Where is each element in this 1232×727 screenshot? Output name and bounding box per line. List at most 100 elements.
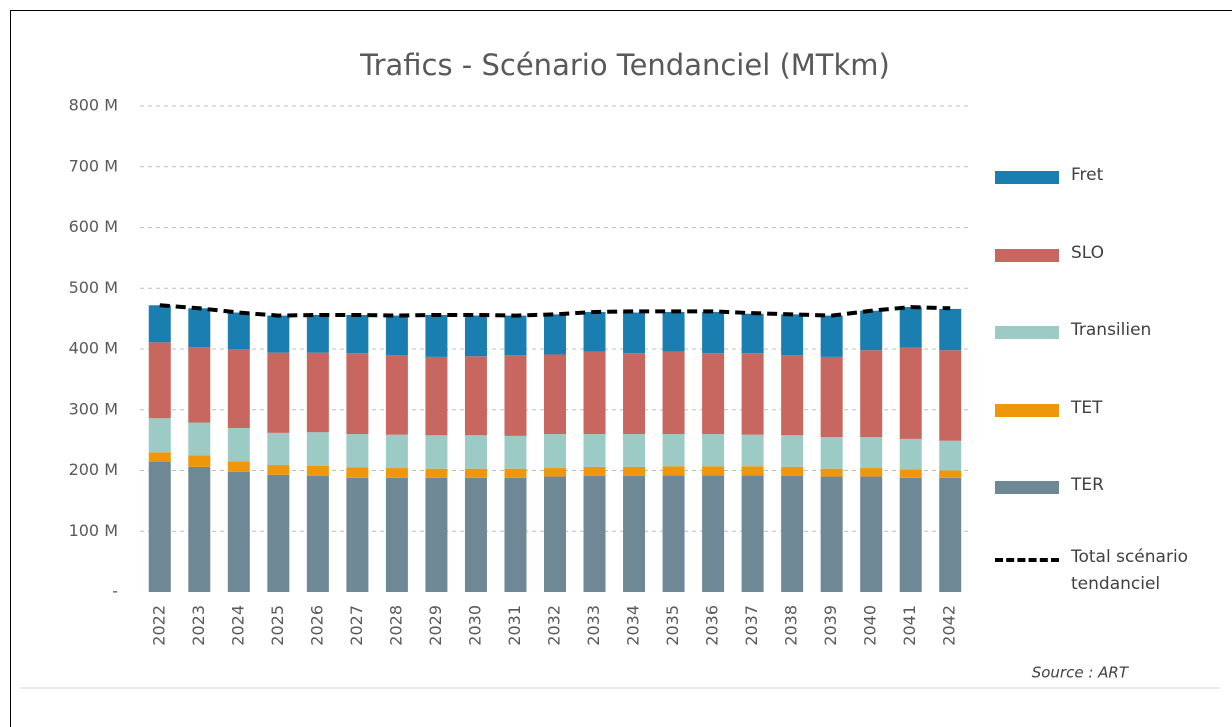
bar-segment (148, 461, 171, 592)
x-tick-label: 2035 (663, 605, 682, 646)
bar-segment (267, 474, 290, 592)
legend-item: TER (995, 475, 1104, 499)
bar-segment (781, 435, 804, 467)
bar-segment (820, 468, 843, 477)
bar-segment (544, 434, 566, 469)
x-tick-label: 2033 (584, 605, 603, 646)
bar-segment (188, 308, 211, 348)
x-tick-label: 2042 (940, 605, 959, 646)
bar-segment (188, 422, 211, 456)
x-tick-label: 2036 (703, 605, 722, 646)
bar-segment (267, 352, 290, 433)
bar-segment (227, 461, 250, 472)
bar-segment (227, 471, 250, 592)
bar-segment (544, 314, 566, 355)
chart-title: Trafics - Scénario Tendanciel (MTkm) (359, 48, 890, 82)
bar-segment (148, 452, 171, 462)
bar-segment (306, 314, 329, 353)
x-tick-label: 2038 (782, 605, 801, 646)
x-tick-label: 2027 (347, 605, 366, 646)
bar-segment (385, 315, 408, 356)
y-tick-label: 800 M (69, 96, 118, 115)
x-tick-label: 2026 (307, 605, 326, 646)
y-tick-label: 700 M (69, 156, 118, 175)
bar-segment (939, 470, 962, 478)
bar-segment (148, 305, 171, 343)
bar-segment (623, 475, 646, 592)
y-tick-label: 300 M (69, 399, 118, 418)
x-tick-label: 2025 (268, 605, 287, 646)
bar-segment (623, 312, 646, 354)
legend-swatch (995, 326, 1059, 339)
bar-segment (425, 477, 448, 592)
bar-segment (267, 432, 290, 466)
legend-label: TER (1071, 475, 1104, 495)
bar-segment (267, 465, 290, 475)
bar-segment (662, 434, 685, 467)
bar-segment (544, 476, 566, 592)
x-tick-label: 2032 (545, 605, 564, 646)
bar-segment (346, 353, 369, 435)
bar-segment (188, 347, 211, 423)
x-tick-label: 2028 (386, 605, 405, 646)
bar-segment (781, 466, 804, 476)
y-tick-label: 200 M (69, 460, 118, 479)
bar-segment (504, 315, 527, 356)
bar-segment (662, 311, 685, 352)
bar-segment (148, 342, 171, 419)
x-tick-label: 2024 (228, 605, 247, 646)
bar-segment (306, 475, 329, 592)
x-tick-label: 2037 (742, 605, 761, 646)
bar-segment (623, 353, 646, 435)
bar-segment (464, 315, 487, 357)
bar-segment (860, 350, 883, 438)
legend-item: SLO (995, 243, 1104, 267)
bar-segment (583, 351, 606, 435)
legend-label: Total scénario tendanciel (1071, 547, 1189, 594)
bar-segment (583, 466, 606, 476)
x-tick-label: 2041 (900, 605, 919, 646)
bar-segment (385, 477, 408, 592)
bar-segment (662, 475, 685, 592)
bar-segment (820, 356, 843, 438)
bar-segment (860, 437, 883, 469)
bar-segment (899, 347, 922, 439)
x-tick-label: 2034 (624, 605, 643, 646)
bar-segment (662, 351, 685, 435)
legend-item: Transilien (995, 320, 1151, 344)
legend-label: TET (1071, 397, 1103, 418)
x-tick-label: 2030 (465, 605, 484, 646)
y-tick-label: - (112, 582, 118, 601)
bar-segment (306, 432, 329, 466)
bar-segment (899, 469, 922, 478)
legend-label: Fret (1071, 165, 1104, 185)
frame (10, 10, 1232, 727)
bar-segment (583, 475, 606, 592)
total-line (159, 303, 951, 318)
legend-swatch (995, 481, 1059, 494)
bar-segment (544, 468, 566, 477)
bar-segment (623, 434, 646, 467)
x-tick-label: 2029 (426, 605, 445, 646)
bar-segment (425, 435, 448, 469)
bar-segment (662, 466, 685, 476)
x-tick-label: 2031 (505, 605, 524, 646)
legend-item: Total scénario tendanciel (995, 547, 1221, 598)
bar-segment (939, 440, 962, 471)
bar-segment (781, 314, 804, 356)
bar-segment (425, 468, 448, 478)
bar-segment (227, 349, 250, 428)
bar-segment (820, 437, 843, 469)
bar-segment (820, 476, 843, 592)
bar-segment (267, 315, 290, 353)
bar-segment (702, 311, 725, 354)
bar-segment (939, 477, 962, 592)
bar-segment (860, 476, 883, 592)
bar-segment (899, 307, 922, 348)
bar-segment (188, 455, 211, 467)
legend-item: TET (995, 398, 1103, 422)
bar-segment (346, 467, 369, 478)
x-tick-label: 2022 (149, 605, 168, 646)
legend-swatch (995, 171, 1059, 184)
bar-segment (702, 434, 725, 467)
